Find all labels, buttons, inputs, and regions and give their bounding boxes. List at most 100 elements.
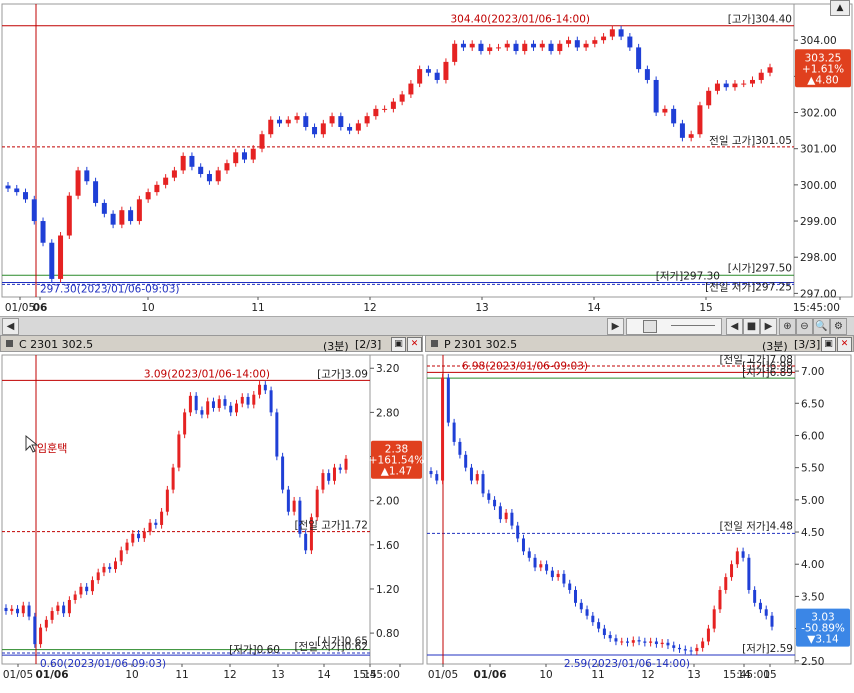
candle-body <box>49 242 55 279</box>
candle-body <box>770 615 774 627</box>
futures-price-chart[interactable]: 304.00303.00302.00301.00300.00299.00298.… <box>1 3 853 314</box>
candle-body <box>294 116 300 120</box>
y-tick-label: 2.50 <box>801 656 824 668</box>
candle-body <box>304 533 308 551</box>
close-icon[interactable]: ✕ <box>837 337 852 352</box>
candle-body <box>23 192 29 200</box>
candle-body <box>579 602 583 610</box>
x-tick-label: 15:45:00 <box>353 669 400 681</box>
panel-menu-icon[interactable] <box>6 340 13 347</box>
candle-body <box>223 399 227 406</box>
y-tick-label: 300.00 <box>800 180 837 192</box>
call-option-chart[interactable]: 3.202.802.402.001.601.200.8001/0501/0610… <box>1 354 424 681</box>
candle-body <box>539 43 545 48</box>
zoom-slider-rail <box>671 325 715 326</box>
scroll-next-button[interactable]: ▶ <box>760 318 777 335</box>
call-interval: (3분) <box>323 340 349 353</box>
candle-body <box>452 422 456 442</box>
candle-body <box>355 123 361 131</box>
candle-body <box>504 512 508 520</box>
candle-body <box>145 192 151 200</box>
candle-body <box>654 641 658 645</box>
scroll-right-button[interactable]: ▶ <box>607 318 624 335</box>
candle-body <box>417 69 423 84</box>
candle-body <box>521 538 525 552</box>
candle-body <box>198 166 204 175</box>
y-tick-label: 5.50 <box>801 463 824 475</box>
candle-body <box>452 43 458 62</box>
candle-body <box>373 108 379 117</box>
candle-body <box>666 642 670 646</box>
put-interval: (3분) <box>762 340 788 353</box>
candle-body <box>347 126 353 131</box>
x-tick-label: 12 <box>363 302 376 314</box>
candle-body <box>429 471 433 475</box>
candle-body <box>142 531 146 539</box>
candle-body <box>527 551 531 558</box>
scroll-prev-button[interactable]: ◀ <box>726 318 743 335</box>
candle-body <box>660 642 664 645</box>
x-tick-label: 11 <box>591 669 604 681</box>
candle-body <box>108 566 112 570</box>
zoom-out-icon[interactable]: ⊖ <box>796 318 813 335</box>
prev-high-label: [전일 고가]1.72 <box>294 519 368 532</box>
candle-body <box>495 47 501 49</box>
prev-low-label: [전일 저가]4.48 <box>719 519 793 532</box>
candle-body <box>269 390 273 413</box>
high-label: [고가]6.98 <box>742 360 793 372</box>
candle-body <box>154 184 160 193</box>
y-tick-label: 0.80 <box>376 628 399 640</box>
settings-icon[interactable]: ⚙ <box>830 318 847 335</box>
scroll-left-button[interactable]: ◀ <box>2 318 19 335</box>
y-tick-label: 6.50 <box>801 398 824 410</box>
chart-scrollbar[interactable]: ◀ ▶ ◀ ■ ▶ ⊕ ⊖ 🔍 ⚙ <box>0 316 854 336</box>
magnifier-icon[interactable]: 🔍 <box>813 318 830 335</box>
x-tick-label: 13 <box>475 302 488 314</box>
candle-body <box>303 116 309 127</box>
badge-change: ▲4.80 <box>807 74 838 86</box>
candle-body <box>338 116 344 127</box>
y-tick-label: 4.00 <box>801 559 824 571</box>
candle-body <box>125 542 129 551</box>
candle-body <box>329 116 335 124</box>
maximize-icon[interactable]: ▣ <box>391 337 406 352</box>
candle-body <box>229 405 233 413</box>
candle-body <box>481 474 485 494</box>
x-tick-label: 13 <box>687 669 700 681</box>
candle-body <box>723 83 729 88</box>
candle-body <box>128 210 134 222</box>
candle-body <box>235 403 239 413</box>
y-axis-area <box>369 354 424 665</box>
zoom-slider-thumb[interactable] <box>643 320 657 333</box>
put-option-chart[interactable]: 7.006.506.005.505.004.504.003.503.002.50… <box>426 353 852 681</box>
put-panel-header[interactable]: P 2301 302.5 (3분) [3/3] ▣ ✕ <box>425 335 854 353</box>
last-price-badge <box>371 440 422 479</box>
candle-body <box>636 47 642 70</box>
candle-body <box>10 608 14 612</box>
low-point-label: 0.60(2023/01/06-09:03) <box>40 658 166 670</box>
prev-high-label: [전일 고가]7.08 <box>719 353 793 366</box>
zoom-in-icon[interactable]: ⊕ <box>779 318 796 335</box>
last-price-badge <box>796 608 850 647</box>
x-tick-label: 11 <box>251 302 264 314</box>
candle-body <box>16 608 20 614</box>
panel-menu-icon[interactable] <box>431 340 438 347</box>
candle-body <box>84 170 90 182</box>
candle-body <box>741 83 747 85</box>
scroll-stop-button[interactable]: ■ <box>743 318 760 335</box>
candle-body <box>434 72 440 80</box>
maximize-icon[interactable]: ▣ <box>821 337 836 352</box>
close-icon[interactable]: ✕ <box>407 337 422 352</box>
candle-body <box>39 627 43 645</box>
candle-body <box>321 473 325 490</box>
window-up-button[interactable]: ▲ <box>830 0 850 16</box>
candle-body <box>250 148 256 160</box>
y-tick-label: 301.00 <box>800 144 837 156</box>
candle-body <box>177 434 181 468</box>
candle-body <box>281 456 285 490</box>
candle-body <box>597 622 601 629</box>
candle-body <box>443 61 449 80</box>
call-panel-header[interactable]: C 2301 302.5 (3분) [2/3] ▣ ✕ <box>0 335 423 353</box>
zoom-slider[interactable] <box>626 318 722 335</box>
